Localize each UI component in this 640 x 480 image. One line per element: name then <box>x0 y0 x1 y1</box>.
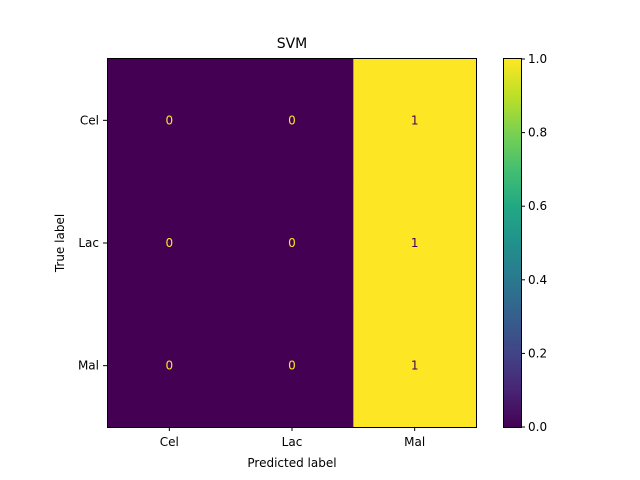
cell-value-label: 1 <box>411 359 419 373</box>
cell-value-label: 1 <box>411 236 419 250</box>
cell-value-label: 0 <box>288 359 296 373</box>
x-tick-label: Mal <box>404 435 425 449</box>
cell-value-label: 0 <box>166 236 174 250</box>
cell-value-label: 1 <box>411 113 419 127</box>
colorbar-tick-label: 0.8 <box>528 126 547 140</box>
heatmap-cells: 0 0 1 0 0 1 0 0 1 <box>108 59 477 428</box>
colorbar-gradient <box>503 59 521 427</box>
x-tick-label: Lac <box>282 435 303 449</box>
heatmap-cell <box>108 59 232 183</box>
cell-value-label: 0 <box>166 113 174 127</box>
chart-title: SVM <box>277 36 308 52</box>
y-tick-label: Lac <box>78 236 99 250</box>
heatmap-cell <box>353 181 477 305</box>
x-axis-ticks: Cel Lac Mal <box>160 427 425 449</box>
colorbar-tick-label: 1.0 <box>528 52 547 66</box>
x-axis-label: Predicted label <box>247 456 336 470</box>
colorbar-tick-label: 0.4 <box>528 273 547 287</box>
heatmap-cell <box>353 59 477 183</box>
y-axis-ticks: Cel Lac Mal <box>78 113 107 373</box>
colorbar-ticks: 0.0 0.2 0.4 0.6 0.8 1.0 <box>521 52 547 434</box>
colorbar-tick-label: 0.6 <box>528 199 547 213</box>
y-axis-label: True label <box>53 214 67 273</box>
colorbar-frame <box>503 58 522 428</box>
y-tick-label: Cel <box>80 113 99 127</box>
heatmap-cell <box>230 59 354 183</box>
x-tick-label: Cel <box>160 435 179 449</box>
heatmap-cell <box>353 304 477 428</box>
heatmap-cell <box>108 304 232 428</box>
cell-value-label: 0 <box>288 236 296 250</box>
colorbar-tick-label: 0.0 <box>528 420 547 434</box>
cell-value-label: 0 <box>288 113 296 127</box>
colorbar-tick-label: 0.2 <box>528 346 547 360</box>
cell-value-label: 0 <box>166 359 174 373</box>
colorbar: 0.0 0.2 0.4 0.6 0.8 1.0 <box>503 52 547 434</box>
heatmap-cell <box>108 181 232 305</box>
heatmap-cell <box>230 304 354 428</box>
y-tick-label: Mal <box>78 359 99 373</box>
heatmap-cell <box>230 181 354 305</box>
